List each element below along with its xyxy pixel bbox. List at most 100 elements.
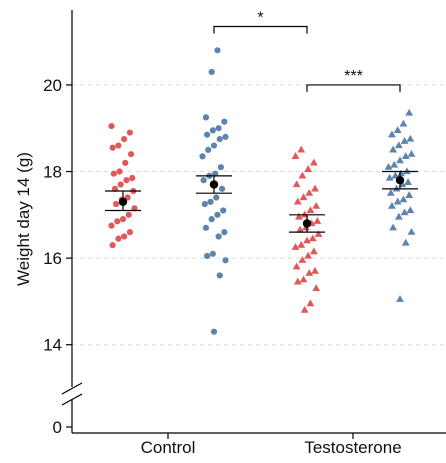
data-point bbox=[291, 152, 300, 159]
data-point bbox=[299, 193, 308, 201]
data-point bbox=[216, 272, 223, 279]
data-point bbox=[314, 230, 323, 237]
data-point bbox=[299, 275, 308, 283]
data-point bbox=[312, 201, 321, 209]
x-category-label: Testosterone bbox=[304, 438, 401, 457]
data-point bbox=[385, 173, 394, 181]
data-point bbox=[305, 269, 314, 276]
data-point bbox=[389, 145, 397, 153]
data-point bbox=[209, 127, 216, 134]
data-point bbox=[295, 212, 303, 220]
data-point bbox=[390, 160, 399, 168]
data-point bbox=[396, 295, 404, 302]
data-point bbox=[292, 180, 301, 188]
data-point bbox=[220, 207, 227, 214]
axis-break-mark-top bbox=[61, 382, 83, 395]
data-point bbox=[214, 47, 221, 54]
mean-marker bbox=[118, 197, 128, 207]
data-point bbox=[312, 284, 321, 292]
data-point bbox=[304, 165, 313, 172]
axis-break-mark-bottom bbox=[61, 393, 83, 406]
data-point bbox=[222, 133, 229, 140]
significance-brackets: **** bbox=[213, 9, 401, 92]
data-point bbox=[308, 234, 317, 242]
data-point bbox=[392, 184, 401, 192]
data-point bbox=[297, 240, 306, 248]
data-point bbox=[388, 130, 396, 138]
data-point bbox=[218, 185, 226, 192]
data-point bbox=[394, 141, 403, 149]
data-point bbox=[306, 299, 315, 307]
mean-marker bbox=[209, 180, 219, 189]
data-point bbox=[208, 68, 215, 76]
data-point bbox=[222, 257, 229, 264]
data-point bbox=[215, 233, 222, 240]
data-point bbox=[200, 177, 207, 184]
data-point bbox=[311, 266, 319, 274]
data-point bbox=[388, 201, 396, 209]
data-point bbox=[202, 114, 210, 121]
data-point bbox=[393, 197, 402, 205]
data-point bbox=[403, 167, 411, 175]
data-point bbox=[208, 216, 215, 223]
data-point bbox=[117, 181, 124, 188]
data-point bbox=[113, 200, 120, 208]
data-point bbox=[121, 233, 128, 240]
data-point bbox=[304, 251, 313, 259]
data-point bbox=[298, 171, 307, 179]
x-category-labels: Control Testosterone bbox=[141, 433, 402, 457]
data-point bbox=[212, 170, 219, 177]
data-point bbox=[122, 159, 129, 166]
data-point bbox=[209, 250, 216, 257]
y-tick-label: 18 bbox=[43, 163, 62, 182]
data-point bbox=[296, 225, 304, 233]
data-point bbox=[291, 243, 300, 250]
data-point bbox=[201, 200, 208, 208]
data-point bbox=[399, 195, 408, 203]
data-point bbox=[127, 151, 135, 158]
data-point bbox=[213, 194, 220, 201]
mean-sem-markers bbox=[105, 170, 418, 233]
data-point bbox=[407, 150, 416, 157]
data-point bbox=[126, 229, 133, 236]
data-point bbox=[384, 163, 393, 170]
data-point bbox=[405, 108, 414, 116]
significance-bracket bbox=[213, 25, 308, 34]
data-point bbox=[221, 118, 228, 125]
data-point bbox=[210, 328, 218, 335]
data-point bbox=[393, 126, 402, 133]
data-point bbox=[389, 223, 397, 231]
data-point bbox=[199, 153, 206, 160]
data-point bbox=[217, 164, 224, 171]
data-point bbox=[204, 131, 211, 138]
data-point bbox=[126, 129, 133, 136]
data-point bbox=[129, 174, 136, 182]
data-point bbox=[399, 119, 408, 127]
data-point bbox=[401, 238, 410, 246]
data-point bbox=[202, 224, 210, 231]
data-point bbox=[404, 178, 412, 185]
data-point bbox=[310, 158, 318, 166]
y-tick-label: 20 bbox=[43, 76, 62, 95]
y-axis-label: Weight day 14 (g) bbox=[14, 152, 33, 286]
data-point bbox=[210, 142, 218, 149]
data-point bbox=[406, 206, 415, 214]
data-point bbox=[305, 188, 314, 196]
data-point bbox=[215, 125, 222, 132]
data-point bbox=[303, 236, 311, 244]
data-point bbox=[396, 156, 404, 164]
grid-lines bbox=[72, 84, 446, 346]
mean-marker bbox=[395, 175, 405, 185]
y-tick-label-zero: 0 bbox=[53, 418, 62, 437]
data-point bbox=[125, 211, 132, 218]
data-point bbox=[109, 242, 116, 249]
data-point bbox=[207, 198, 214, 205]
data-point bbox=[131, 205, 138, 212]
axis-break-gap bbox=[64, 387, 80, 399]
data-point bbox=[115, 142, 122, 149]
data-point bbox=[293, 277, 302, 285]
data-point bbox=[293, 197, 302, 205]
data-point bbox=[108, 222, 115, 229]
mean-marker bbox=[302, 219, 312, 228]
